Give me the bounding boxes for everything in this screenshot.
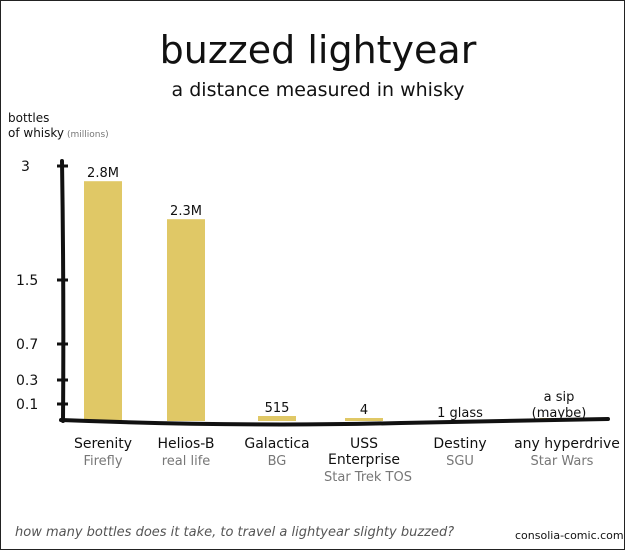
- category-label: Destiny: [433, 436, 486, 452]
- data-label: 2.3M: [170, 204, 202, 219]
- data-label: 1 glass: [437, 406, 483, 421]
- y-axis-unit: (millions): [67, 130, 109, 140]
- category-source: Firefly: [83, 454, 122, 469]
- category-source: BG: [268, 454, 287, 469]
- category-label: Galactica: [244, 436, 309, 452]
- bar-helios-b: [167, 219, 205, 421]
- category-label: Serenity: [74, 436, 132, 452]
- categories-layer: Serenity Firefly Helios-B real life Galactic…: [74, 436, 620, 485]
- data-label: 2.8M: [87, 166, 119, 181]
- chart-title: buzzed lightyear: [160, 28, 477, 72]
- footer-caption: how many bottles does it take, to travel…: [15, 525, 454, 540]
- bar-galactica: [258, 416, 296, 421]
- bar-uss-enterprise: [345, 418, 383, 421]
- chart-subtitle: a distance measured in whisky: [172, 79, 465, 101]
- x-axis-line: [59, 417, 610, 427]
- y-axis-label-line1: bottles: [8, 111, 49, 125]
- y-tick-label: 0.7: [16, 337, 38, 353]
- y-ticks-layer: 3 1.5 0.7 0.3 0.1: [16, 159, 68, 413]
- category-source: Star Wars: [531, 454, 594, 469]
- y-tick-label: 0.1: [16, 397, 38, 413]
- category-label: Helios-B: [158, 436, 215, 452]
- data-label: 4: [360, 403, 368, 418]
- category-label: any hyperdrive: [514, 436, 620, 452]
- y-axis-label-line2: of whisky: [8, 126, 64, 140]
- data-label: (maybe): [532, 406, 587, 421]
- category-source: real life: [162, 454, 211, 469]
- category-source: Star Trek TOS: [324, 470, 412, 485]
- data-label: a sip: [544, 390, 575, 405]
- category-label: USS: [350, 436, 378, 452]
- category-source: SGU: [446, 454, 474, 469]
- category-label: Enterprise: [328, 452, 400, 468]
- data-label: 515: [265, 401, 290, 416]
- y-tick-label: 0.3: [16, 373, 38, 389]
- bar-serenity: [84, 181, 122, 421]
- bars-layer: [84, 181, 578, 421]
- y-tick-label: 3: [21, 159, 30, 175]
- labels-layer: 2.8M 2.3M 515 4 1 glass a sip(maybe): [87, 166, 586, 421]
- y-tick-label: 1.5: [16, 273, 38, 289]
- footer-credit: consolia-comic.com: [515, 529, 624, 542]
- y-axis-line: [60, 159, 66, 423]
